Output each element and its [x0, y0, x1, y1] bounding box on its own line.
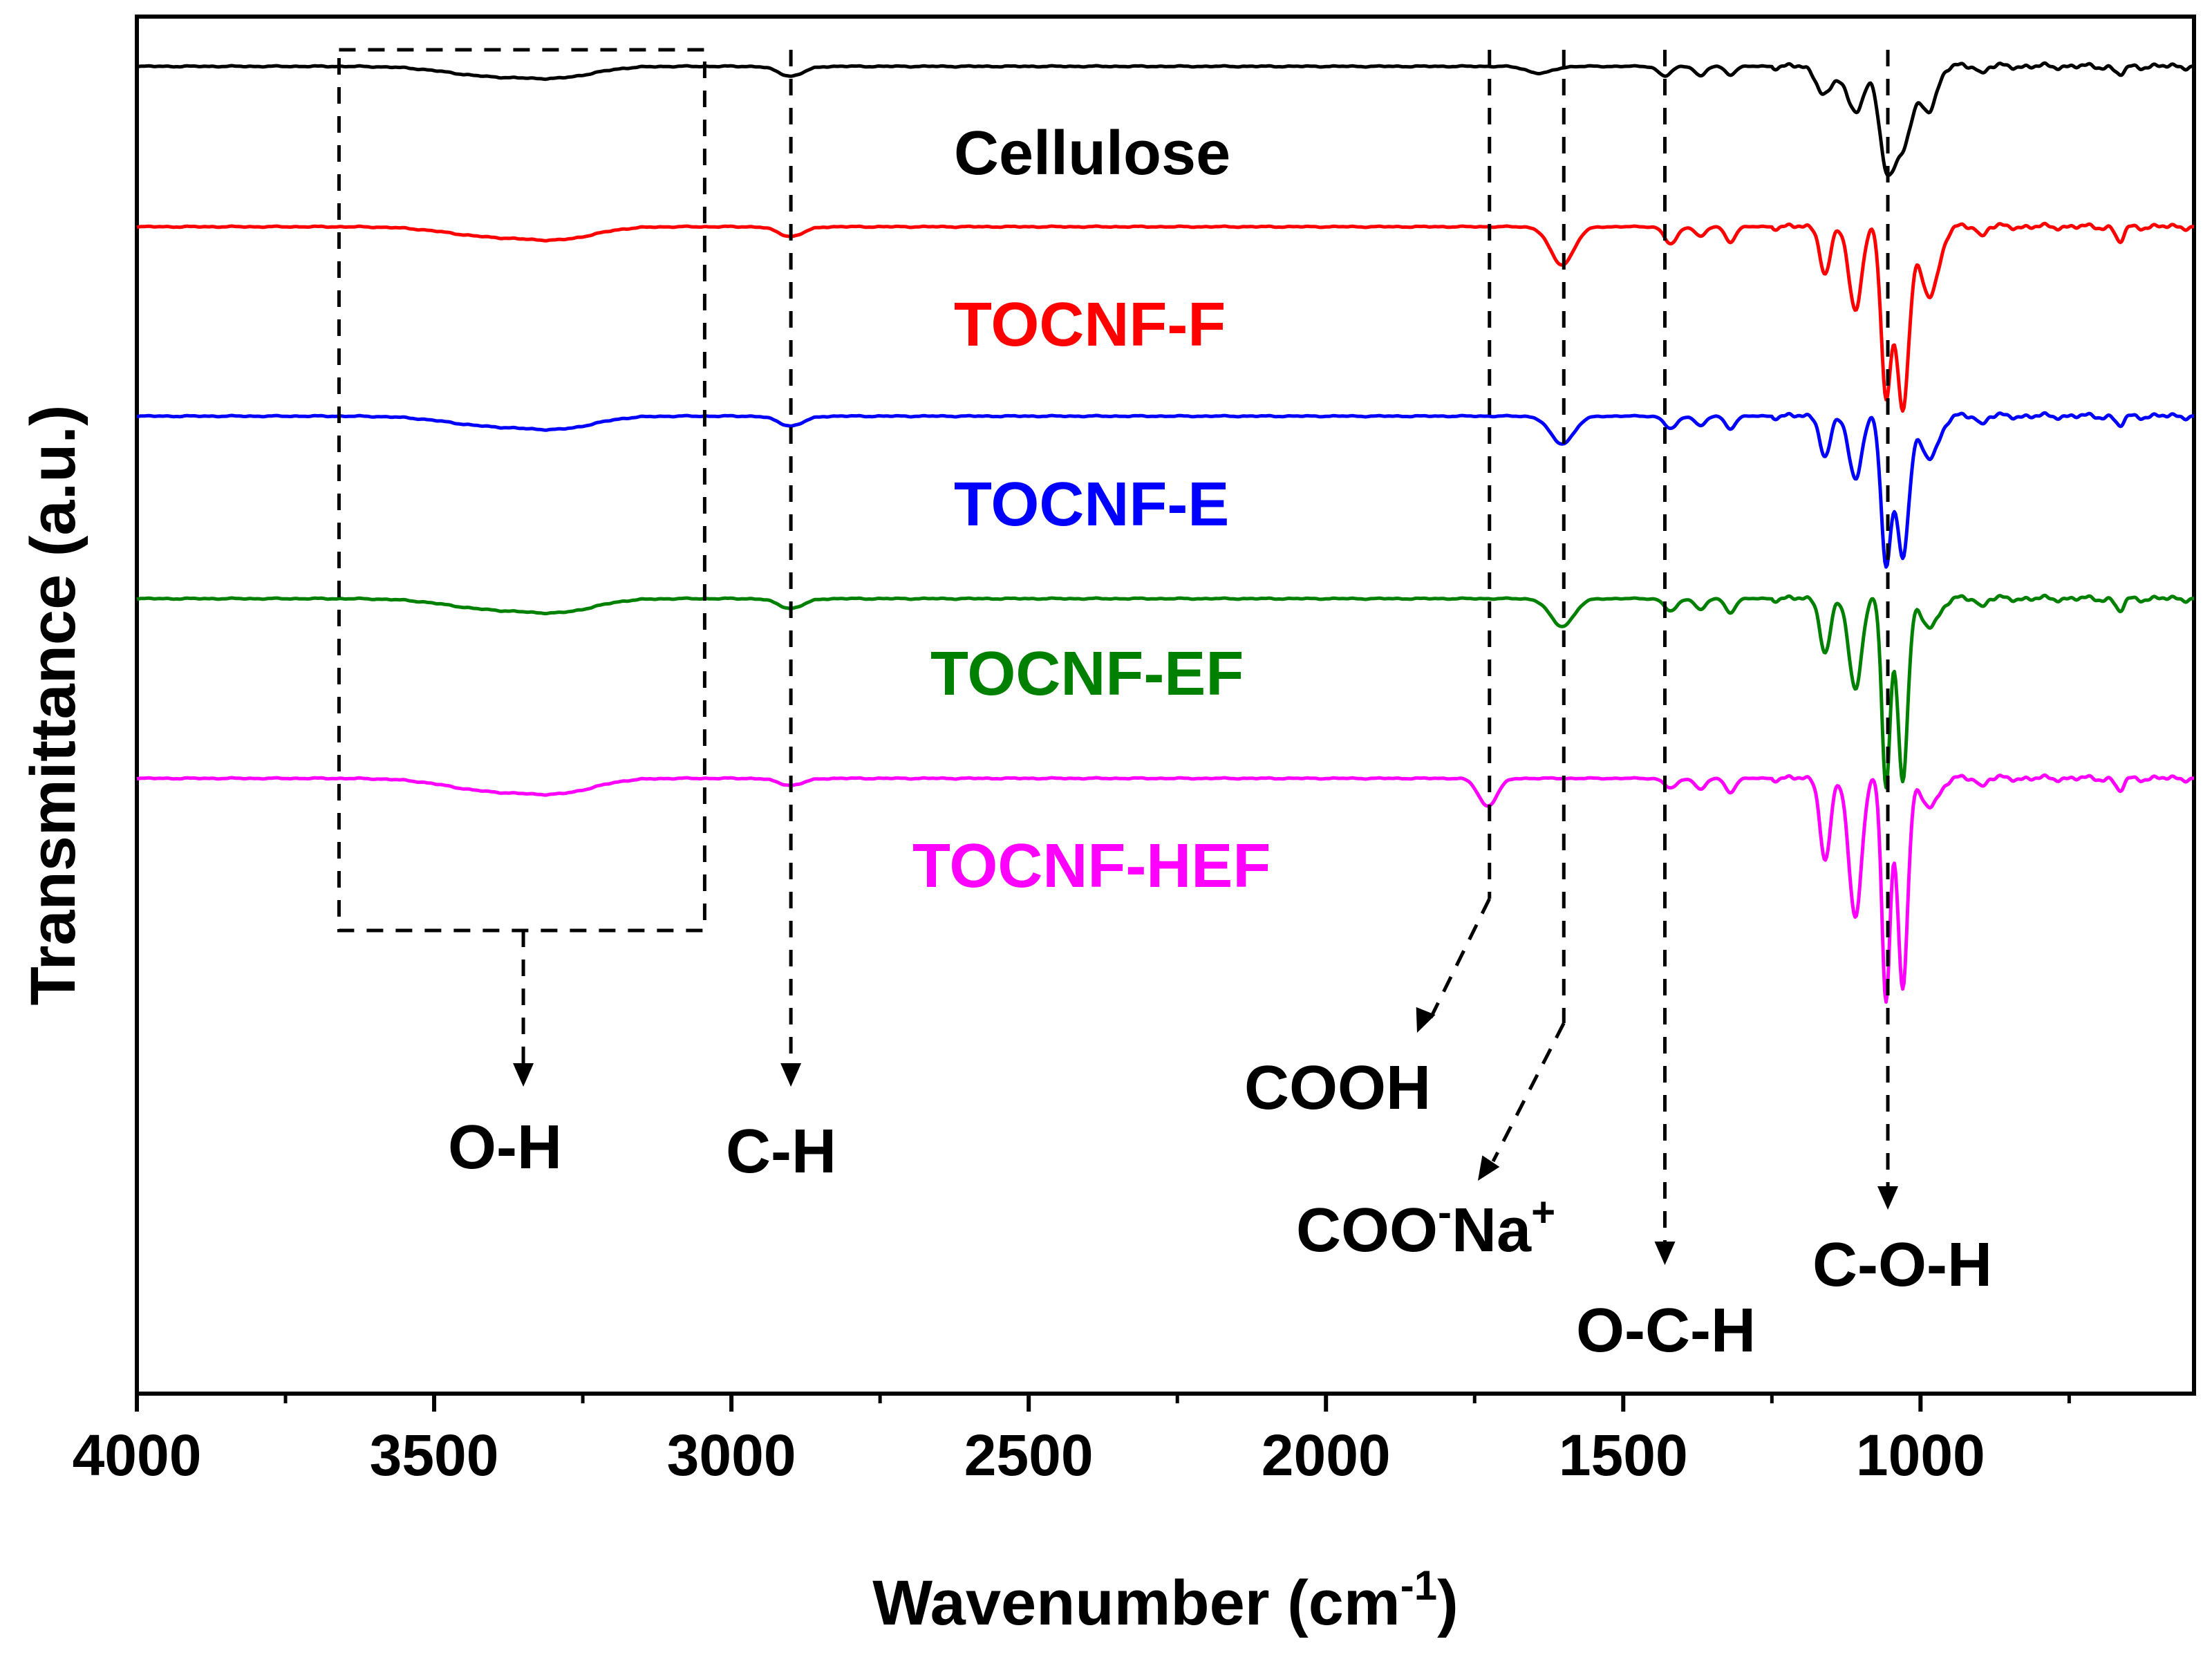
- x-tick-label: 1500: [1559, 1423, 1688, 1488]
- series-label-tocnf-e: TOCNF-E: [954, 470, 1229, 539]
- x-tick-label: 3500: [370, 1423, 499, 1488]
- series-label-tocnf-hef: TOCNF-HEF: [912, 832, 1271, 901]
- ch-arrowhead: [780, 1063, 802, 1087]
- ann-coo: COO: [1296, 1196, 1438, 1265]
- ann-label-coona: COO-Na+: [1296, 1189, 1555, 1265]
- series-line-tocnf-hef: [136, 773, 2195, 1004]
- series-label-cellulose: Cellulose: [954, 119, 1230, 188]
- cooh-arrowhead: [1416, 1007, 1436, 1033]
- series-line-tocnf-e: [136, 411, 2195, 569]
- x-axis-title-sup: -1: [1400, 1562, 1437, 1609]
- x-tick-label: 2000: [1262, 1423, 1391, 1488]
- x-ticks: 4000 3500 3000 2500 2000 1500 1000: [73, 1394, 2071, 1488]
- plot-frame: [135, 15, 2196, 1396]
- series-line-cellulose: [136, 61, 2195, 178]
- coona-arrow-line: [1491, 1022, 1566, 1163]
- x-axis-title: Wavenumber (cm-1): [872, 1562, 1458, 1638]
- oh-arrowhead: [513, 1063, 534, 1087]
- och-arrowhead: [1654, 1242, 1676, 1265]
- annotation-group: [337, 48, 1899, 1265]
- ann-coo-sup: -: [1438, 1189, 1452, 1235]
- x-axis-title-close: ): [1437, 1568, 1459, 1638]
- ann-label-ch: C-H: [726, 1117, 836, 1186]
- x-tick-label: 2500: [964, 1423, 1094, 1488]
- ann-na-sup: +: [1531, 1189, 1555, 1235]
- series-group: [136, 61, 2195, 1004]
- x-axis-title-main: Wavenumber (cm: [872, 1568, 1400, 1638]
- series-line-tocnf-f: [136, 221, 2195, 413]
- oh-dashed-box: [337, 48, 706, 933]
- x-tick-label: 3000: [667, 1423, 796, 1488]
- coh-arrowhead: [1877, 1186, 1899, 1210]
- cooh-arrow-line: [1429, 897, 1492, 1019]
- series-label-tocnf-ef: TOCNF-EF: [930, 639, 1244, 709]
- ann-label-coh: C-O-H: [1812, 1230, 1992, 1300]
- x-tick-label: 4000: [73, 1423, 202, 1488]
- series-label-tocnf-f: TOCNF-F: [954, 290, 1226, 359]
- x-tick-label: 1000: [1856, 1423, 1985, 1488]
- ann-label-och: O-C-H: [1576, 1296, 1756, 1365]
- coona-arrowhead: [1478, 1155, 1500, 1181]
- ann-label-cooh: COOH: [1244, 1054, 1431, 1123]
- ann-label-oh: O-H: [448, 1113, 562, 1182]
- y-axis-title: Transmittance (a.u.): [18, 404, 88, 1005]
- series-line-tocnf-ef: [136, 593, 2195, 789]
- ann-na: Na: [1452, 1196, 1532, 1265]
